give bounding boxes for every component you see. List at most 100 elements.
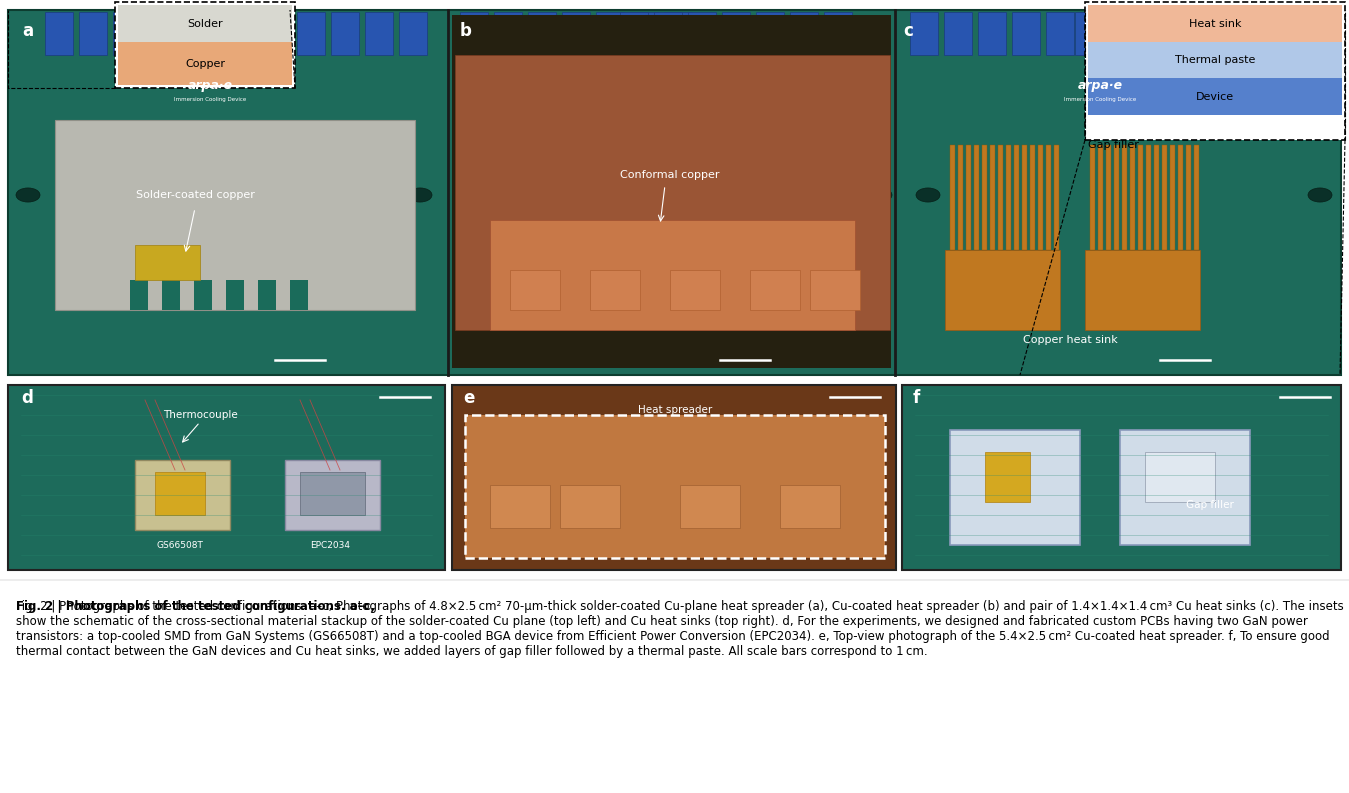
FancyBboxPatch shape bbox=[621, 12, 648, 55]
FancyBboxPatch shape bbox=[982, 145, 987, 250]
Text: e: e bbox=[463, 389, 473, 407]
FancyBboxPatch shape bbox=[654, 12, 683, 55]
FancyBboxPatch shape bbox=[366, 12, 393, 55]
FancyBboxPatch shape bbox=[978, 12, 1006, 55]
FancyBboxPatch shape bbox=[1245, 12, 1273, 55]
Text: arpa·e: arpa·e bbox=[1078, 79, 1122, 91]
FancyBboxPatch shape bbox=[688, 12, 716, 55]
Text: Immersion Cooling Device: Immersion Cooling Device bbox=[1064, 98, 1136, 102]
FancyBboxPatch shape bbox=[1014, 145, 1018, 250]
FancyBboxPatch shape bbox=[1075, 12, 1103, 55]
Text: Gap filler: Gap filler bbox=[1186, 500, 1234, 510]
FancyBboxPatch shape bbox=[1120, 430, 1251, 545]
FancyBboxPatch shape bbox=[1045, 12, 1074, 55]
FancyBboxPatch shape bbox=[181, 12, 209, 55]
FancyBboxPatch shape bbox=[664, 12, 692, 55]
Text: Fig. 2 | Photographs of the tested configurations. a–c, Photographs of 4.8×2.5 c: Fig. 2 | Photographs of the tested confi… bbox=[16, 600, 1344, 658]
FancyBboxPatch shape bbox=[194, 280, 212, 310]
FancyBboxPatch shape bbox=[399, 12, 428, 55]
FancyBboxPatch shape bbox=[1161, 145, 1167, 250]
FancyBboxPatch shape bbox=[45, 12, 73, 55]
FancyBboxPatch shape bbox=[494, 12, 522, 55]
Circle shape bbox=[456, 188, 480, 202]
Text: Fig. 2 | Photographs of the tested configurations. a–c,: Fig. 2 | Photographs of the tested confi… bbox=[16, 600, 375, 613]
Text: Solder: Solder bbox=[188, 19, 223, 29]
FancyBboxPatch shape bbox=[8, 385, 445, 570]
Circle shape bbox=[916, 188, 940, 202]
Text: Gap filler: Gap filler bbox=[1089, 140, 1139, 150]
FancyBboxPatch shape bbox=[227, 280, 244, 310]
FancyBboxPatch shape bbox=[297, 12, 325, 55]
FancyBboxPatch shape bbox=[229, 12, 258, 55]
Text: Thermocouple: Thermocouple bbox=[163, 410, 237, 420]
FancyBboxPatch shape bbox=[1045, 145, 1051, 250]
FancyBboxPatch shape bbox=[135, 460, 229, 530]
FancyBboxPatch shape bbox=[117, 5, 291, 42]
FancyBboxPatch shape bbox=[1114, 12, 1143, 55]
FancyBboxPatch shape bbox=[1170, 145, 1175, 250]
FancyBboxPatch shape bbox=[460, 12, 488, 55]
Text: Copper heat sink: Copper heat sink bbox=[1023, 335, 1117, 345]
FancyBboxPatch shape bbox=[1109, 12, 1137, 55]
Text: Conformal copper: Conformal copper bbox=[621, 170, 720, 180]
FancyBboxPatch shape bbox=[911, 12, 938, 55]
FancyBboxPatch shape bbox=[8, 10, 1341, 375]
Text: Heat sink: Heat sink bbox=[1188, 19, 1241, 29]
FancyBboxPatch shape bbox=[1178, 145, 1183, 250]
FancyBboxPatch shape bbox=[527, 12, 556, 55]
FancyBboxPatch shape bbox=[263, 12, 291, 55]
FancyBboxPatch shape bbox=[452, 385, 896, 570]
Text: d: d bbox=[22, 389, 34, 407]
Text: Immersion Cooling Device: Immersion Cooling Device bbox=[174, 98, 246, 102]
Text: GS66508T: GS66508T bbox=[156, 541, 204, 550]
FancyBboxPatch shape bbox=[1145, 452, 1215, 502]
Text: Copper: Copper bbox=[185, 59, 225, 69]
FancyBboxPatch shape bbox=[824, 12, 853, 55]
FancyBboxPatch shape bbox=[1023, 145, 1027, 250]
FancyBboxPatch shape bbox=[214, 12, 243, 55]
FancyBboxPatch shape bbox=[196, 12, 223, 55]
Text: a: a bbox=[22, 22, 34, 40]
FancyBboxPatch shape bbox=[1176, 12, 1205, 55]
FancyBboxPatch shape bbox=[147, 12, 175, 55]
FancyBboxPatch shape bbox=[1114, 145, 1120, 250]
FancyBboxPatch shape bbox=[1279, 12, 1307, 55]
Text: b: b bbox=[460, 22, 472, 40]
FancyBboxPatch shape bbox=[902, 385, 1341, 570]
FancyBboxPatch shape bbox=[1054, 145, 1059, 250]
FancyBboxPatch shape bbox=[490, 220, 855, 330]
FancyBboxPatch shape bbox=[1139, 145, 1143, 250]
Text: Solder-coated copper: Solder-coated copper bbox=[135, 190, 255, 200]
FancyBboxPatch shape bbox=[1089, 78, 1342, 115]
FancyBboxPatch shape bbox=[791, 12, 817, 55]
FancyBboxPatch shape bbox=[258, 280, 277, 310]
FancyBboxPatch shape bbox=[680, 485, 741, 528]
FancyBboxPatch shape bbox=[670, 270, 720, 310]
Circle shape bbox=[867, 188, 892, 202]
FancyBboxPatch shape bbox=[80, 12, 107, 55]
FancyBboxPatch shape bbox=[135, 245, 200, 280]
FancyBboxPatch shape bbox=[452, 15, 890, 368]
FancyBboxPatch shape bbox=[1089, 42, 1342, 78]
FancyBboxPatch shape bbox=[1089, 5, 1342, 42]
FancyBboxPatch shape bbox=[455, 55, 890, 330]
FancyBboxPatch shape bbox=[162, 280, 179, 310]
FancyBboxPatch shape bbox=[985, 452, 1031, 502]
FancyBboxPatch shape bbox=[117, 42, 291, 85]
FancyBboxPatch shape bbox=[1085, 250, 1201, 330]
Circle shape bbox=[1309, 188, 1331, 202]
FancyBboxPatch shape bbox=[990, 145, 996, 250]
FancyBboxPatch shape bbox=[1147, 145, 1151, 250]
FancyBboxPatch shape bbox=[250, 12, 277, 55]
Text: arpa·e: arpa·e bbox=[188, 79, 232, 91]
FancyBboxPatch shape bbox=[560, 485, 621, 528]
FancyBboxPatch shape bbox=[490, 485, 550, 528]
FancyBboxPatch shape bbox=[1031, 145, 1035, 250]
FancyBboxPatch shape bbox=[946, 250, 1060, 330]
FancyBboxPatch shape bbox=[331, 12, 359, 55]
FancyBboxPatch shape bbox=[1037, 145, 1043, 250]
Circle shape bbox=[407, 188, 432, 202]
Text: Device: Device bbox=[1197, 92, 1234, 102]
FancyBboxPatch shape bbox=[465, 415, 885, 558]
FancyBboxPatch shape bbox=[750, 270, 800, 310]
